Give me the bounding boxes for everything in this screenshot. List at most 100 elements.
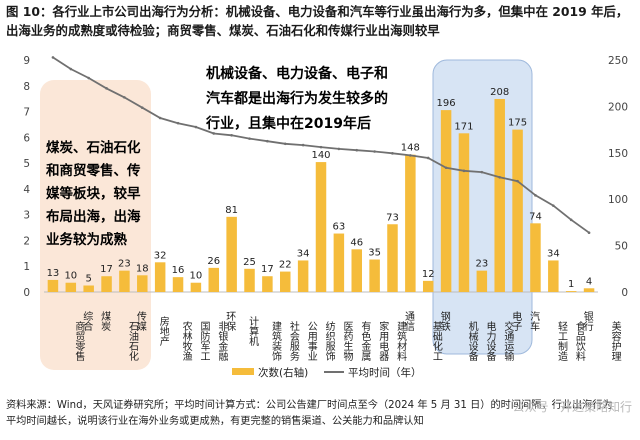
early-sectors-highlight: [40, 80, 151, 370]
left-annotation-line: 布局出海，出海: [46, 208, 141, 225]
bar-value-label: 175: [508, 118, 527, 129]
bar-value-label: 74: [529, 211, 542, 222]
bar: [405, 154, 416, 292]
bar: [154, 262, 166, 292]
bar: [583, 288, 595, 292]
left-annotation-line: 业务较为成熟: [46, 231, 127, 248]
avg-time-point: [140, 106, 144, 109]
category-tick-label: 机械设备: [469, 320, 479, 363]
bar: [565, 291, 577, 292]
right-tick-label: 200: [608, 101, 628, 113]
avg-time-point: [176, 121, 180, 125]
bar: [208, 267, 220, 292]
category-tick-label: 煤炭: [101, 310, 111, 333]
bar-value-label: 16: [172, 265, 185, 276]
bar-value-label: 32: [154, 250, 167, 261]
avg-time-point: [409, 154, 412, 157]
source-note: 资料来源：Wind，天风证券研究所；平均时间计算方式：公司公告建厂时间点至今（2…: [6, 398, 636, 430]
avg-time-point: [248, 137, 251, 140]
source-note-line-1: 资料来源：Wind，天风证券研究所；平均时间计算方式：公司公告建厂时间点至今（2…: [6, 400, 613, 411]
left-annotation-line: 和商贸零售、传: [46, 162, 141, 179]
source-note-line-2: 平均时间越长，说明该行业在海外业务或更成熟，有更完整的销售渠道、公关能力和品牌认…: [6, 416, 424, 427]
bar: [422, 280, 434, 292]
bar-value-label: 73: [386, 212, 399, 223]
bar: [369, 259, 380, 292]
legend-swatch-bar: [232, 368, 254, 375]
bar: [172, 277, 184, 292]
right-tick-label: 150: [608, 148, 628, 160]
avg-time-point: [212, 132, 216, 135]
avg-time-point: [87, 76, 90, 80]
bar-value-label: 17: [261, 264, 274, 275]
bar: [262, 276, 273, 292]
category-tick-label: 美容护理: [612, 320, 622, 363]
avg-time-point: [355, 148, 359, 152]
category-tick-label: 有色金属: [361, 320, 371, 363]
avg-time-point: [194, 125, 198, 129]
left-tick-label: 2: [23, 235, 30, 247]
bar-value-label: 81: [225, 205, 238, 216]
bar-value-label: 208: [490, 87, 509, 98]
category-tick-label: 石油石化: [129, 322, 139, 363]
category-tick-label: 建筑材料: [397, 320, 407, 363]
category-tick-label: 纺织服饰: [326, 320, 336, 363]
bar-value-label: 23: [475, 259, 488, 270]
category-tick-label: 非银金融: [218, 321, 228, 363]
bar-value-label: 34: [547, 248, 560, 259]
bar: [47, 279, 59, 292]
avg-time-point: [480, 170, 484, 174]
bar-value-label: 34: [297, 248, 310, 259]
category-tick-label: 银行: [584, 310, 594, 333]
bar-value-label: 63: [333, 222, 346, 233]
top-annotation-line: 行业，且集中在2019年后: [205, 115, 371, 132]
bar-value-label: 196: [437, 98, 456, 109]
top-annotation-line: 汽车都是出海行为发生较多的: [206, 90, 388, 107]
bar-value-label: 4: [586, 276, 592, 287]
bar: [101, 276, 112, 292]
left-tick-label: 5: [23, 158, 30, 170]
category-tick-label: 交通运输: [504, 320, 514, 363]
avg-time-point: [391, 152, 394, 155]
category-tick-label: 建筑装饰: [272, 320, 282, 363]
right-tick-label: 50: [615, 241, 628, 253]
left-tick-label: 1: [23, 261, 30, 273]
avg-time-point: [69, 67, 73, 71]
right-tick-label: 0: [621, 287, 628, 299]
avg-time-point: [426, 156, 430, 160]
bar: [494, 98, 505, 292]
figure-title: 图 10：各行业上市公司出海行为分析：机械设备、电力设备和汽车等行业虽出海行为多…: [6, 4, 629, 38]
legend-label-line: 平均时间（年）: [348, 366, 422, 379]
bar: [226, 216, 237, 292]
bar: [548, 260, 559, 292]
top-annotation-line: 机械设备、电力设备、电子和: [206, 65, 388, 82]
avg-time-point: [105, 87, 108, 90]
avg-time-point: [283, 142, 287, 146]
category-tick-label: 社会服务: [290, 320, 300, 363]
category-tick-label: 传媒: [137, 311, 147, 333]
bar: [280, 271, 291, 292]
left-tick-label: 3: [23, 210, 30, 222]
avg-time-point: [301, 143, 305, 147]
bar: [476, 270, 488, 292]
category-tick-label: 医药生物: [344, 321, 354, 363]
category-tick-label: 计算机: [249, 315, 259, 348]
avg-time-point: [569, 218, 573, 222]
bar-value-label: 148: [401, 143, 420, 154]
category-tick-label: 综合: [83, 310, 93, 333]
bar-value-label: 18: [136, 263, 149, 274]
category-tick-label: 国防军工: [201, 321, 211, 363]
bar: [315, 162, 327, 292]
avg-time-point: [444, 166, 448, 170]
watermark: 公众号 · 开达策略知行: [512, 400, 632, 414]
bar-value-label: 22: [279, 260, 292, 271]
avg-time-point: [587, 231, 591, 235]
category-tick-label: 钢铁: [441, 310, 451, 333]
bar: [333, 233, 345, 292]
category-tick-label: 通信: [405, 311, 415, 333]
left-tick-label: 0: [23, 287, 30, 299]
bar: [83, 285, 94, 292]
left-tick-label: 9: [23, 55, 30, 67]
right-tick-label: 250: [608, 55, 628, 67]
category-tick-label: 电力设备: [486, 320, 496, 363]
avg-time-point: [552, 204, 555, 207]
